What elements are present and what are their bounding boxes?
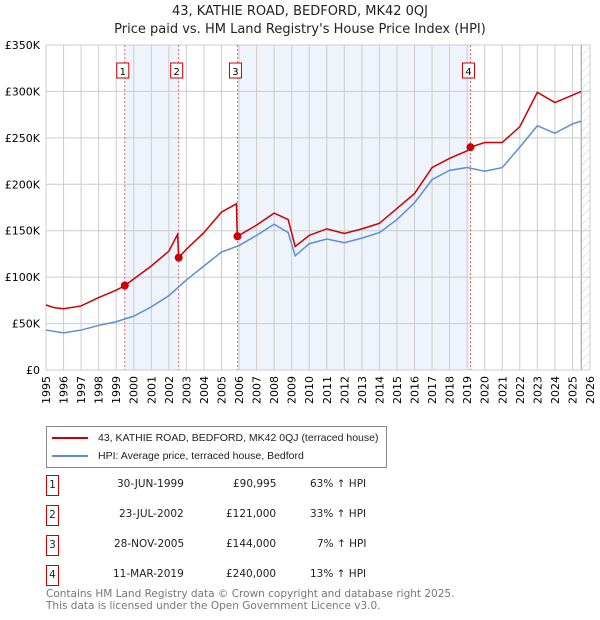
sale-hpi-change: 7% ↑ HPI	[317, 538, 367, 550]
sale-hpi-change: 13% ↑ HPI	[310, 568, 367, 580]
x-tick-label: 2003	[180, 376, 193, 404]
x-tick-label: 2026	[584, 376, 597, 404]
sale-label-box	[170, 62, 184, 79]
chart-subtitle: Price paid vs. HM Land Registry's House …	[114, 22, 486, 37]
sale-label: 3	[232, 67, 238, 78]
sale-label-box	[116, 62, 130, 79]
sale-point	[233, 232, 242, 241]
x-tick-label: 2019	[461, 376, 474, 404]
y-tick-label: £250K	[5, 132, 41, 145]
footer: Contains HM Land Registry data © Crown c…	[46, 588, 454, 612]
legend-red-line	[52, 437, 88, 439]
sale-date: 28-NOV-2005	[114, 538, 185, 550]
sale-point	[466, 143, 475, 152]
legend-label-hpi: HPI: Average price, terraced house, Bedf…	[98, 450, 304, 462]
series-line	[45, 120, 582, 334]
sale-label: 2	[173, 67, 179, 78]
sale-price: £144,000	[226, 538, 277, 550]
x-tick-label: 2021	[496, 376, 509, 404]
x-tick-label: 2007	[251, 376, 264, 404]
x-tick-label: 2002	[163, 376, 176, 404]
sale-hpi-change: 33% ↑ HPI	[310, 508, 367, 520]
footer-line-2: This data is licensed under the Open Gov…	[46, 600, 381, 612]
x-tick-label: 2000	[128, 376, 141, 404]
x-tick-label: 2024	[549, 376, 562, 404]
sale-marker-box: 4	[46, 565, 59, 586]
x-tick-label: 1998	[93, 376, 106, 404]
x-tick-label: 2009	[286, 376, 299, 404]
x-tick-label: 2016	[409, 376, 422, 404]
sale-label: 1	[120, 67, 126, 78]
y-tick-label: £150K	[5, 225, 41, 238]
x-tick-label: 2005	[215, 376, 228, 404]
x-tick-label: 1996	[58, 376, 71, 404]
x-tick-label: 2008	[268, 376, 281, 404]
x-tick-label: 2020	[479, 376, 492, 404]
sale-marker-box: 2	[46, 505, 59, 526]
plot-area: 1995 1996 1997 1998 1999 2000 2001 2002 2003 2004…	[5, 39, 597, 404]
sale-price: £90,995	[233, 478, 277, 490]
x-tick-label: 2014	[373, 376, 386, 404]
x-tick-label: 2025	[566, 376, 579, 404]
y-tick-label: £300K	[5, 85, 41, 98]
sale-point	[120, 281, 129, 290]
x-tick-label: 2004	[198, 376, 211, 404]
y-tick-label: £350K	[5, 39, 41, 52]
x-tick-label: 2023	[531, 376, 544, 404]
sale-label: 4	[465, 67, 471, 78]
legend: 43, KATHIE ROAD, BEDFORD, MK42 0QJ (terr…	[46, 426, 388, 468]
x-tick-label: 1995	[40, 376, 53, 404]
chart-title: 43, KATHIE ROAD, BEDFORD, MK42 0QJ	[171, 4, 428, 19]
sale-date: 30-JUN-1999	[117, 478, 184, 490]
y-tick-label: £200K	[5, 178, 41, 191]
sale-date: 11-MAR-2019	[113, 568, 184, 580]
x-tick-label: 1999	[110, 376, 123, 404]
y-tick-label: £0	[26, 364, 40, 377]
x-tick-label: 2015	[391, 376, 404, 404]
legend-label-property: 43, KATHIE ROAD, BEDFORD, MK42 0QJ (terr…	[98, 432, 379, 444]
sale-point	[174, 253, 183, 262]
x-tick-label: 2011	[321, 376, 334, 404]
sale-label-box	[228, 62, 242, 79]
legend-blue-line	[52, 455, 88, 457]
sale-price: £121,000	[226, 508, 277, 520]
sale-date: 23-JUL-2002	[119, 508, 184, 520]
x-tick-label: 1997	[75, 376, 88, 404]
x-tick-label: 2010	[303, 376, 316, 404]
sale-price: £240,000	[226, 568, 277, 580]
x-tick-label: 2022	[514, 376, 527, 404]
sale-marker-box: 3	[46, 535, 59, 556]
sale-period-shading	[237, 45, 471, 370]
x-tick-label: 2006	[233, 376, 246, 404]
x-tick-label: 2018	[444, 376, 457, 404]
footer-line-1: Contains HM Land Registry data © Crown c…	[46, 588, 455, 600]
x-tick-label: 2013	[356, 376, 369, 404]
sale-marker-box: 1	[46, 475, 59, 496]
x-tick-label: 2017	[426, 376, 439, 404]
sale-label-box	[461, 62, 475, 79]
x-tick-label: 2012	[338, 376, 351, 404]
sale-hpi-change: 63% ↑ HPI	[310, 478, 367, 490]
y-tick-label: £100K	[5, 271, 41, 284]
forecast-hatch	[581, 45, 590, 370]
x-tick-label: 2001	[145, 376, 158, 404]
y-tick-label: £50K	[12, 318, 41, 331]
